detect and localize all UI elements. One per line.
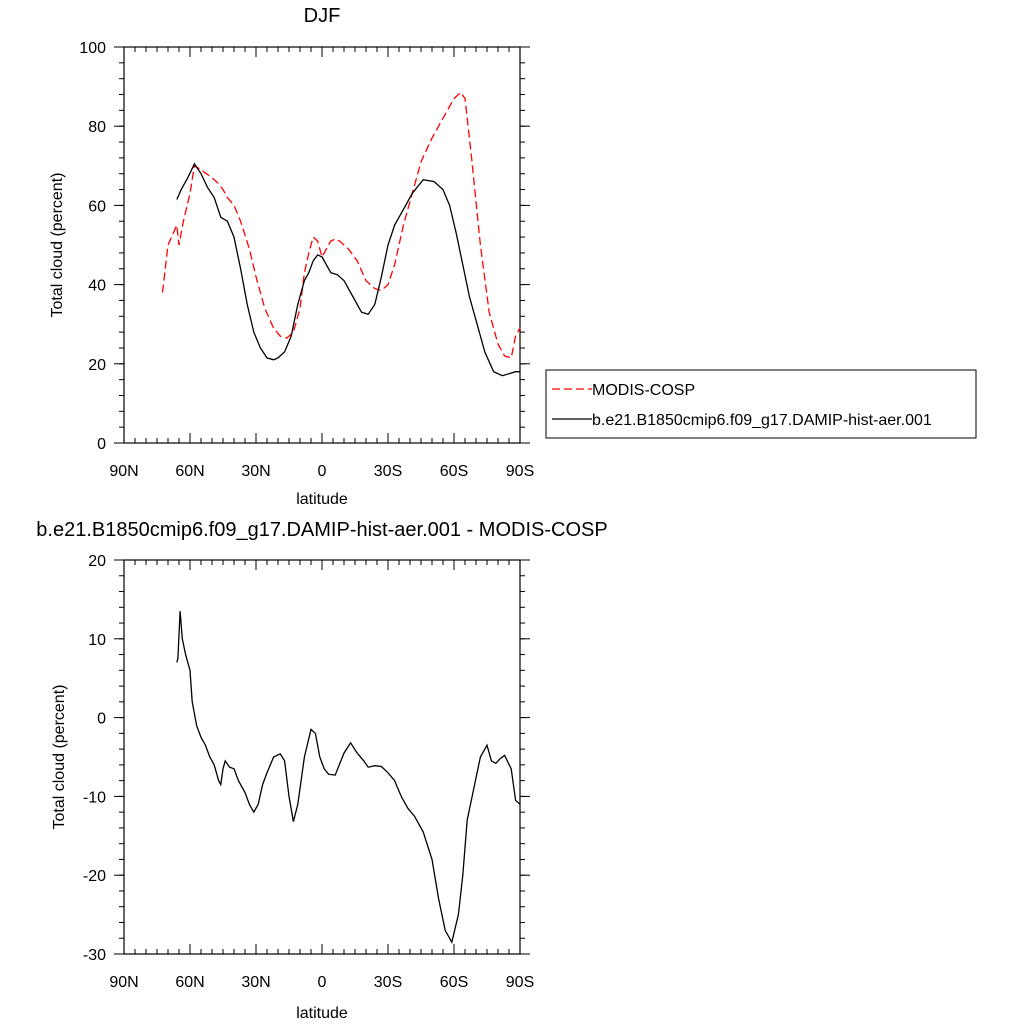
- bottom-chart-ticks: 90N 60N 30N 0 30S 60S 90S -30 -20 -10 0 10 20: [83, 553, 534, 991]
- y-tick-label: -10: [83, 789, 106, 806]
- y-tick-label: 100: [79, 40, 106, 57]
- x-tick-label: 90S: [506, 974, 534, 991]
- y-tick-label: 20: [88, 553, 106, 570]
- top-chart-panel: DJF Total cloud (percent) latitude 90N 60…: [49, 5, 534, 508]
- x-tick-label: 30N: [241, 463, 270, 480]
- bottom-chart-x-axis-label: latitude: [296, 1005, 348, 1022]
- legend-box: [545, 369, 977, 439]
- legend-label-model: b.e21.B1850cmip6.f09_g17.DAMIP-hist-aer.…: [592, 412, 932, 429]
- x-tick-label: 0: [318, 463, 327, 480]
- y-tick-label: 80: [88, 119, 106, 136]
- x-tick-label: 30S: [374, 974, 402, 991]
- x-tick-label: 0: [318, 974, 327, 991]
- y-tick-label: -20: [83, 868, 106, 885]
- top-chart-series: [161, 91, 521, 377]
- y-tick-label: 60: [88, 198, 106, 215]
- y-tick-label: 40: [88, 278, 106, 295]
- top-chart-title: DJF: [304, 5, 341, 27]
- x-tick-label: 30N: [241, 974, 270, 991]
- x-tick-label: 90N: [109, 463, 138, 480]
- top-chart-legend: MODIS-COSP b.e21.B1850cmip6.f09_g17.DAMI…: [545, 369, 977, 439]
- x-tick-label: 60S: [440, 974, 468, 991]
- series-line-model: [176, 162, 520, 377]
- x-tick-label: 30S: [374, 463, 402, 480]
- bottom-chart-y-axis-label: Total cloud (percent): [51, 685, 68, 830]
- top-chart-ticks: 90N 60N 30N 0 30S 60S 90S 0 20 40 60 80 100: [79, 40, 534, 480]
- y-tick-label: -30: [83, 947, 106, 964]
- top-chart-x-axis-label: latitude: [296, 491, 348, 508]
- x-tick-label: 60N: [175, 463, 204, 480]
- top-chart-y-axis-label: Total cloud (percent): [49, 173, 66, 318]
- y-tick-label: 10: [88, 632, 106, 649]
- y-tick-label: 0: [97, 711, 106, 728]
- plot-frame: [123, 46, 521, 444]
- top-chart-axes: [123, 46, 521, 444]
- bottom-chart-panel: b.e21.B1850cmip6.f09_g17.DAMIP-hist-aer.…: [36, 519, 607, 1022]
- x-tick-label: 60S: [440, 463, 468, 480]
- bottom-chart-series: [176, 611, 521, 944]
- series-line-modis-cosp: [161, 91, 521, 359]
- series-line-difference: [176, 611, 521, 944]
- y-tick-label: 20: [88, 357, 106, 374]
- x-tick-label: 90N: [109, 974, 138, 991]
- legend-label-modis: MODIS-COSP: [592, 382, 695, 399]
- x-tick-label: 60N: [175, 974, 204, 991]
- x-tick-label: 90S: [506, 463, 534, 480]
- bottom-chart-title: b.e21.B1850cmip6.f09_g17.DAMIP-hist-aer.…: [36, 519, 607, 541]
- y-tick-label: 0: [97, 436, 106, 453]
